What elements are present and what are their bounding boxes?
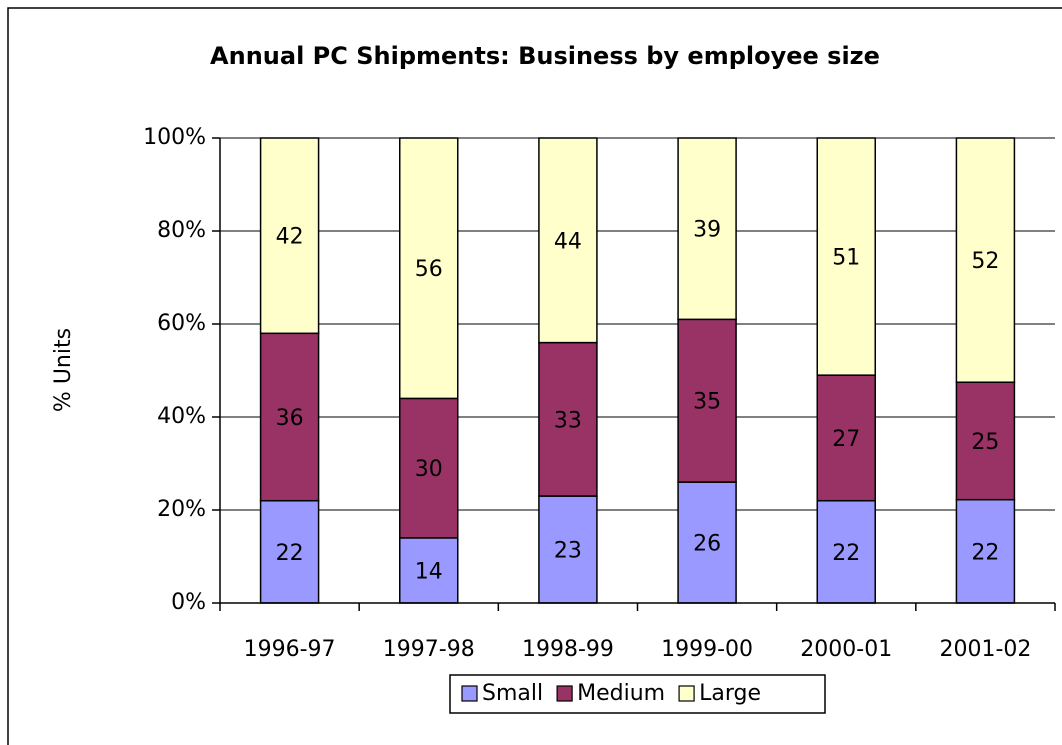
y-axis-label: % Units	[51, 328, 76, 412]
x-tick-label: 1996-97	[244, 637, 336, 662]
data-label: 22	[971, 540, 999, 565]
legend-label: Large	[699, 681, 761, 706]
data-label: 56	[415, 257, 443, 282]
chart-frame	[7, 7, 1062, 745]
data-label: 22	[276, 541, 304, 566]
bar-segment	[259, 137, 320, 335]
data-label: 27	[832, 427, 860, 452]
legend-swatch	[461, 685, 478, 702]
legend-swatch	[678, 685, 695, 702]
data-label: 25	[971, 430, 999, 455]
legend-label: Medium	[577, 681, 665, 706]
bar-segment	[259, 499, 320, 604]
data-label: 35	[693, 390, 721, 415]
data-label: 44	[554, 229, 582, 254]
data-label: 52	[971, 249, 999, 274]
y-tick-label: 0%	[171, 590, 206, 615]
bar-segment	[677, 137, 737, 321]
data-label: 22	[832, 541, 860, 566]
data-label: 39	[693, 218, 721, 243]
y-tick-label: 100%	[143, 125, 206, 150]
bar-segment	[259, 332, 320, 502]
bar-segment	[677, 318, 737, 483]
bar-segment	[538, 341, 598, 497]
legend-label: Small	[482, 681, 543, 706]
bar-segment	[538, 495, 598, 604]
bar-segment	[955, 381, 1016, 501]
x-tick-label: 2000-01	[800, 637, 892, 662]
data-label: 14	[415, 559, 443, 584]
data-label: 51	[832, 246, 860, 271]
bar-segment	[399, 537, 459, 604]
bar-segment	[399, 397, 459, 539]
bar-segment	[399, 137, 459, 400]
legend-box	[449, 674, 826, 714]
bar-segment	[538, 137, 598, 344]
bar-segment	[955, 137, 1016, 383]
data-label: 42	[276, 225, 304, 250]
y-tick-label: 40%	[157, 404, 206, 429]
legend-swatch	[556, 685, 573, 702]
bar-segment	[816, 374, 876, 502]
bar-segment	[677, 481, 737, 604]
y-tick-label: 80%	[157, 218, 206, 243]
y-tick-label: 20%	[157, 497, 206, 522]
x-tick-label: 1999-00	[661, 637, 753, 662]
bar-segment	[816, 137, 876, 376]
data-label: 26	[693, 532, 721, 557]
data-label: 30	[415, 457, 443, 482]
x-tick-label: 2001-02	[939, 637, 1031, 662]
x-tick-label: 1997-98	[383, 637, 475, 662]
chart-title: Annual PC Shipments: Business by employe…	[210, 42, 880, 70]
y-tick-label: 60%	[157, 311, 206, 336]
data-label: 33	[554, 408, 582, 433]
x-tick-label: 1998-99	[522, 637, 614, 662]
data-label: 23	[554, 539, 582, 564]
data-label: 36	[276, 406, 304, 431]
bar-segment	[816, 499, 876, 604]
